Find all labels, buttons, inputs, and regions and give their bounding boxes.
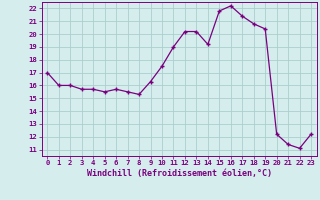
X-axis label: Windchill (Refroidissement éolien,°C): Windchill (Refroidissement éolien,°C): [87, 169, 272, 178]
